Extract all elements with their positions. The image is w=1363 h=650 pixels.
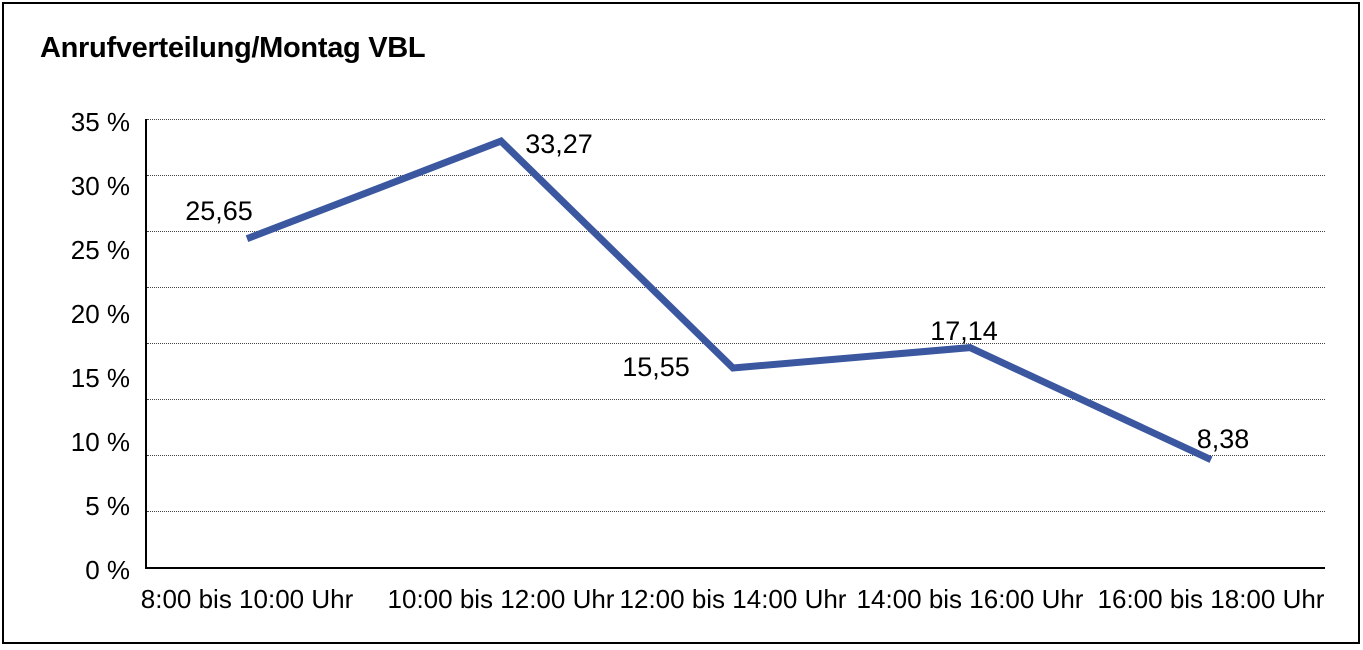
h-gridline xyxy=(147,287,1325,288)
h-gridline xyxy=(147,511,1325,512)
chart-title: Anrufverteilung/Montag VBL xyxy=(40,32,426,64)
x-tick-label: 8:00 bis 10:00 Uhr xyxy=(140,584,354,614)
y-tick-label: 10 % xyxy=(70,427,130,457)
y-tick-label: 20 % xyxy=(70,299,130,329)
data-value-label: 8,38 xyxy=(1196,423,1250,454)
h-gridline xyxy=(147,455,1325,456)
y-tick-label: 0 % xyxy=(85,555,130,585)
data-value-label: 15,55 xyxy=(622,351,690,382)
x-tick-label: 10:00 bis 12:00 Uhr xyxy=(387,584,615,614)
h-gridline xyxy=(147,343,1325,344)
data-value-label: 25,65 xyxy=(185,195,253,226)
data-value-label: 17,14 xyxy=(930,315,998,346)
h-gridline xyxy=(147,119,1325,120)
data-value-label: 33,27 xyxy=(525,129,593,160)
x-tick-label: 12:00 bis 14:00 Uhr xyxy=(619,584,847,614)
y-axis-line xyxy=(145,119,147,569)
h-gridline xyxy=(147,231,1325,232)
x-tick-label: 14:00 bis 16:00 Uhr xyxy=(856,584,1084,614)
y-tick-label: 30 % xyxy=(70,171,130,201)
x-tick-label: 16:00 bis 18:00 Uhr xyxy=(1097,584,1325,614)
y-tick-label: 15 % xyxy=(70,363,130,393)
line-series xyxy=(245,137,1213,463)
h-gridline xyxy=(147,175,1325,176)
x-axis-line xyxy=(145,567,1325,569)
h-gridline xyxy=(147,399,1325,400)
y-tick-label: 5 % xyxy=(85,491,130,521)
y-tick-label: 35 % xyxy=(70,107,130,137)
y-tick-label: 25 % xyxy=(70,235,130,265)
series-polyline xyxy=(245,137,1213,463)
